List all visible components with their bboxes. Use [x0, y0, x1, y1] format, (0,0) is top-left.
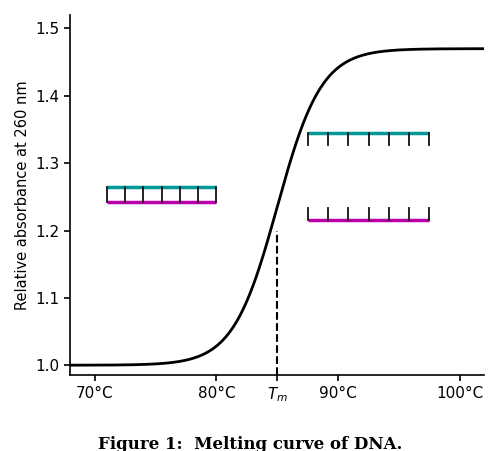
- Text: Figure 1:  Melting curve of DNA.: Figure 1: Melting curve of DNA.: [98, 436, 402, 451]
- Y-axis label: Relative absorbance at 260 nm: Relative absorbance at 260 nm: [15, 80, 30, 310]
